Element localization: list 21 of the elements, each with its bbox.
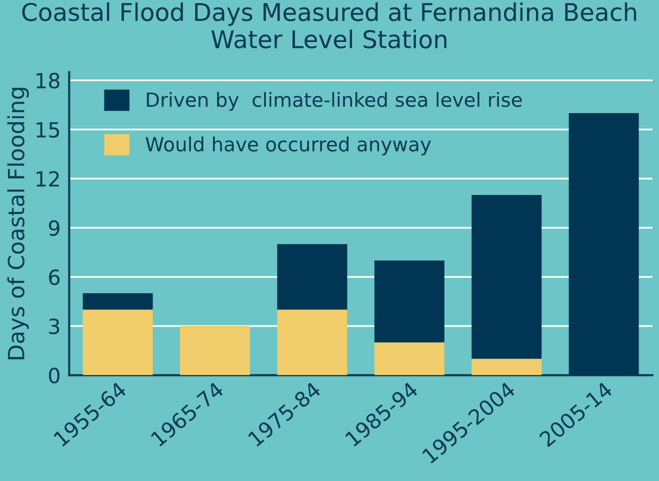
- y-tick-label: 3: [49, 318, 60, 334]
- y-tick-label: 6: [49, 269, 60, 286]
- bar: [277, 244, 348, 310]
- bar: [180, 326, 250, 376]
- y-tick-label: 0: [48, 368, 60, 384]
- bar: [568, 113, 639, 376]
- bar: [82, 310, 153, 376]
- y-axis-title: Days of Coastal Flooding: [7, 88, 29, 360]
- bar: [472, 358, 542, 376]
- legend-label: Would have occurred anyway: [146, 136, 431, 156]
- bar: [82, 293, 153, 310]
- bar: [472, 195, 542, 359]
- bar: [374, 342, 444, 376]
- y-tick-label: 9: [48, 220, 60, 236]
- y-tick-label: 18: [36, 72, 60, 89]
- chart-title: Coastal Flood Days Measured at Fernandina Beach Water Level Station: [22, 2, 636, 48]
- y-tick-label: 15: [36, 122, 60, 138]
- bar: [277, 310, 348, 376]
- legend-label: Driven by climate-linked sea level rise: [146, 92, 522, 111]
- bar: [374, 260, 444, 342]
- y-tick-label: 12: [36, 171, 59, 187]
